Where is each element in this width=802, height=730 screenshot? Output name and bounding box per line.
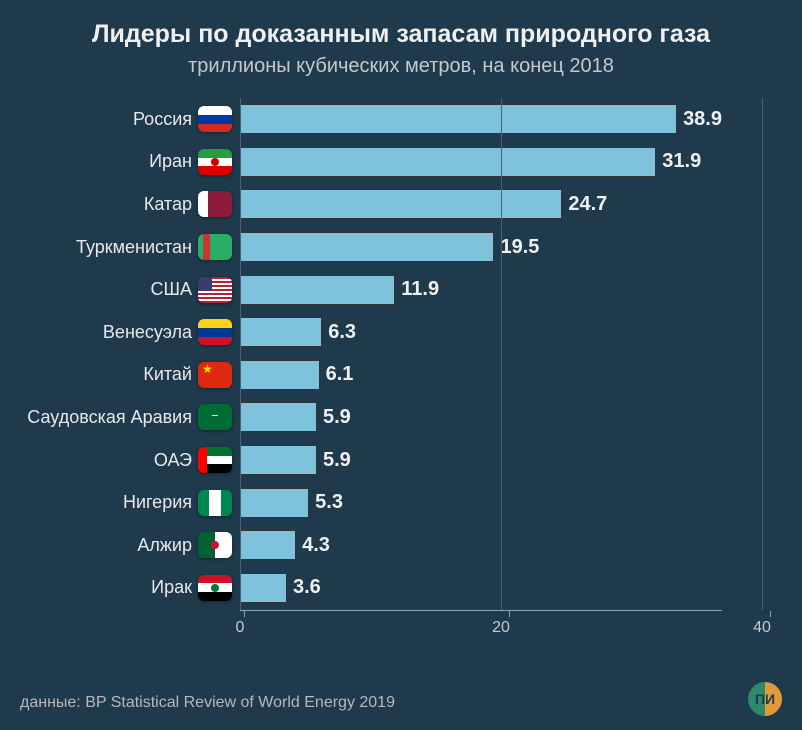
value-label: 5.3	[315, 491, 343, 514]
country-label: США	[12, 279, 192, 300]
flag-iraq-icon	[198, 575, 232, 601]
value-label: 3.6	[293, 576, 321, 599]
bar-row: США11.9	[240, 268, 722, 311]
bar	[240, 317, 322, 347]
bar-row: Венесуэла6.3	[240, 311, 722, 354]
flag-qatar-icon	[198, 191, 232, 217]
flag-saudi-icon: ــ	[198, 404, 232, 430]
chart-container: Лидеры по доказанным запасам природного …	[0, 0, 802, 638]
country-label: Ирак	[12, 577, 192, 598]
x-tick: 0	[240, 611, 249, 637]
bar	[240, 232, 494, 262]
country-label: Иран	[12, 151, 192, 172]
flag-venezuela-icon	[198, 319, 232, 345]
bar-row: Катар24.7	[240, 183, 722, 226]
bar-row: Россия38.9	[240, 98, 722, 141]
chart-title: Лидеры по доказанным запасам природного …	[40, 20, 762, 49]
value-label: 6.1	[326, 363, 354, 386]
value-label: 5.9	[323, 449, 351, 472]
flag-china-icon: ★	[198, 362, 232, 388]
value-label: 11.9	[401, 278, 439, 301]
flag-nigeria-icon	[198, 490, 232, 516]
bar-row: Нигерия5.3	[240, 481, 722, 524]
source-text: данные: BP Statistical Review of World E…	[20, 694, 395, 712]
value-label: 19.5	[500, 236, 539, 259]
chart-area: Россия38.9Иран31.9Катар24.7Туркменистан1…	[240, 98, 722, 638]
bar-row: Иран31.9	[240, 141, 722, 184]
flag-uae-icon	[198, 447, 232, 473]
bar	[240, 530, 296, 560]
flag-iran-icon	[198, 149, 232, 175]
grid-line	[240, 98, 241, 610]
bar	[240, 275, 395, 305]
flag-usa-icon	[198, 277, 232, 303]
country-label: Россия	[12, 109, 192, 130]
country-label: Катар	[12, 194, 192, 215]
country-label: Венесуэла	[12, 322, 192, 343]
chart-subtitle: триллионы кубических метров, на конец 20…	[40, 55, 762, 78]
grid-line	[762, 98, 763, 610]
flag-turkmenistan-icon	[198, 234, 232, 260]
grid-line	[501, 98, 502, 610]
logo-text: ПИ	[755, 691, 775, 707]
flag-algeria-icon	[198, 532, 232, 558]
bar	[240, 147, 656, 177]
bar	[240, 445, 317, 475]
bar-row: Алжир4.3	[240, 524, 722, 567]
country-label: Нигерия	[12, 492, 192, 513]
x-axis: 02040	[240, 610, 722, 638]
logo-icon: ПИ	[748, 682, 782, 716]
value-label: 4.3	[302, 534, 330, 557]
value-label: 24.7	[568, 193, 607, 216]
bar	[240, 488, 309, 518]
x-tick: 20	[501, 611, 519, 637]
chart-rows: Россия38.9Иран31.9Катар24.7Туркменистан1…	[240, 98, 722, 610]
country-label: Туркменистан	[12, 237, 192, 258]
country-label: Алжир	[12, 535, 192, 556]
value-label: 38.9	[683, 108, 722, 131]
flag-russia-icon	[198, 106, 232, 132]
bar-row: Туркменистан19.5	[240, 226, 722, 269]
bar	[240, 104, 677, 134]
bar	[240, 189, 562, 219]
country-label: ОАЭ	[12, 450, 192, 471]
country-label: Китай	[12, 364, 192, 385]
bar-row: Китай★6.1	[240, 354, 722, 397]
value-label: 5.9	[323, 406, 351, 429]
bar	[240, 573, 287, 603]
bar-row: ОАЭ5.9	[240, 439, 722, 482]
bar	[240, 360, 320, 390]
x-tick-label: 40	[753, 619, 771, 637]
bar	[240, 402, 317, 432]
bar-row: Саудовская Аравияــ5.9	[240, 396, 722, 439]
value-label: 31.9	[662, 150, 701, 173]
bar-row: Ирак3.6	[240, 567, 722, 610]
x-tick-label: 20	[492, 619, 510, 637]
country-label: Саудовская Аравия	[12, 407, 192, 428]
x-tick: 40	[762, 611, 780, 637]
x-tick-label: 0	[236, 619, 245, 637]
value-label: 6.3	[328, 321, 356, 344]
